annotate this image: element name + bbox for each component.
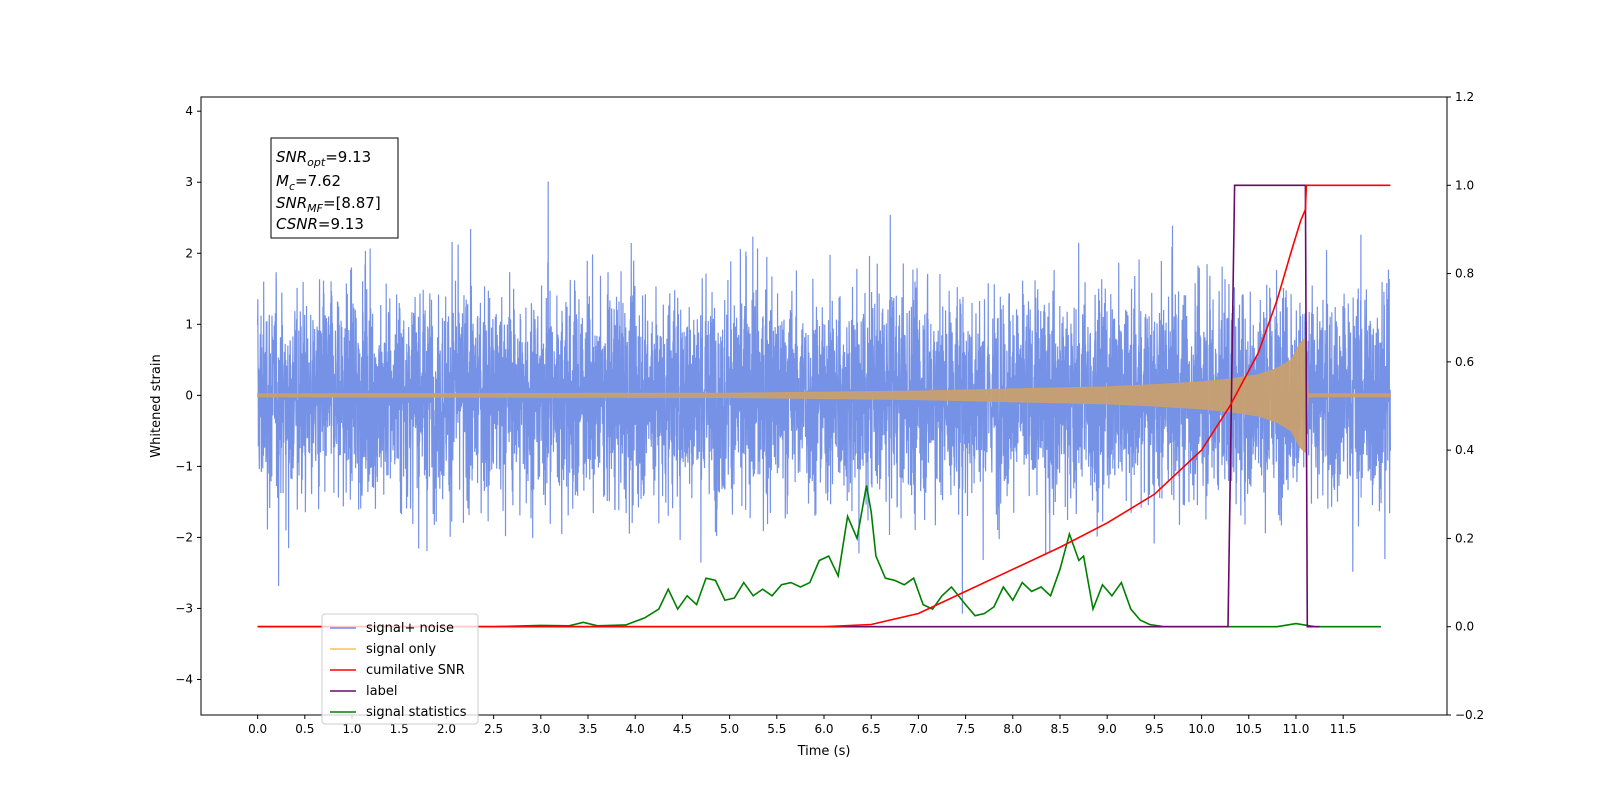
y2-tick-label: 0.0 xyxy=(1455,620,1474,634)
series-cumulative-snr xyxy=(257,184,1391,628)
x-tick-label: 7.0 xyxy=(909,722,928,736)
y2-tick-label: 0.2 xyxy=(1455,531,1474,545)
legend: signal+ noise signal only cumilative SNR la… xyxy=(321,613,479,725)
y-tick-label: 1 xyxy=(185,317,193,331)
legend-label: signal+ noise xyxy=(366,621,454,636)
annotation-csnr: CSNR=9.13 xyxy=(276,215,364,233)
x-tick-label: 5.0 xyxy=(720,722,739,736)
series-signal-only xyxy=(257,337,1391,454)
x-axis-label: Time (s) xyxy=(797,744,851,759)
x-tick-label: 3.0 xyxy=(531,722,550,736)
x-tick-label: 5.5 xyxy=(767,722,786,736)
y-tick-label: 0 xyxy=(185,388,193,402)
y-tick-label: 4 xyxy=(185,104,193,118)
annotation-box: SNRopt=9.13 Mc=7.62 SNRMF=[8.87] CSNR=9.… xyxy=(270,137,399,239)
y-axis-label: Whitened strain xyxy=(149,354,164,457)
annotation-snr-mf: SNRMF=[8.87] xyxy=(276,194,381,215)
x-tick-label: 1.5 xyxy=(390,722,409,736)
x-tick-label: 6.5 xyxy=(862,722,881,736)
x-tick-label: 8.5 xyxy=(1050,722,1069,736)
y2-tick-label: −0.2 xyxy=(1455,708,1484,722)
x-tick-label: 0.5 xyxy=(295,722,314,736)
legend-label: signal only xyxy=(366,642,436,657)
x-tick-label: 8.0 xyxy=(1003,722,1022,736)
x-tick-label: 6.0 xyxy=(814,722,833,736)
y-tick-label: −4 xyxy=(175,672,193,686)
x-tick-label: 2.5 xyxy=(484,722,503,736)
y-tick-label: −3 xyxy=(175,601,193,615)
annotation-snr-opt: SNRopt=9.13 xyxy=(276,148,371,169)
x-tick-label: 4.0 xyxy=(626,722,645,736)
y2-tick-label: 0.8 xyxy=(1455,267,1474,281)
annotation-mc: Mc=7.62 xyxy=(276,172,341,193)
x-tick-label: 7.5 xyxy=(956,722,975,736)
series-signal-noise xyxy=(257,181,1391,614)
y-tick-label: 2 xyxy=(185,246,193,260)
x-tick-label: 10.0 xyxy=(1188,722,1215,736)
x-tick-label: 1.0 xyxy=(342,722,361,736)
x-tick-label: 9.5 xyxy=(1145,722,1164,736)
x-tick-label: 11.5 xyxy=(1330,722,1357,736)
x-tick-label: 9.0 xyxy=(1098,722,1117,736)
legend-label: cumilative SNR xyxy=(366,663,465,678)
y2-tick-label: 1.0 xyxy=(1455,178,1474,192)
y2-tick-label: 0.4 xyxy=(1455,443,1474,457)
series-label xyxy=(257,184,1320,628)
x-tick-label: 0.0 xyxy=(248,722,267,736)
x-tick-label: 3.5 xyxy=(578,722,597,736)
y-tick-label: −1 xyxy=(175,459,193,473)
x-tick-label: 2.0 xyxy=(437,722,456,736)
y2-tick-label: 1.2 xyxy=(1455,90,1474,104)
y-tick-label: 3 xyxy=(185,175,193,189)
legend-label: signal statistics xyxy=(366,705,467,720)
x-tick-label: 4.5 xyxy=(673,722,692,736)
y2-tick-label: 0.6 xyxy=(1455,355,1474,369)
x-tick-label: 11.0 xyxy=(1283,722,1310,736)
series-signal-statistics xyxy=(257,485,1381,628)
legend-label: label xyxy=(366,684,397,699)
x-tick-label: 10.5 xyxy=(1235,722,1262,736)
y-tick-label: −2 xyxy=(175,530,193,544)
